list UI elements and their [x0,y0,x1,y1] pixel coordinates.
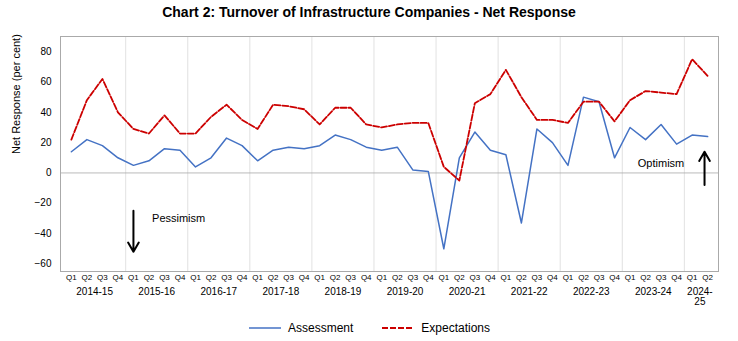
svg-text:Q2: Q2 [144,273,155,282]
svg-text:Q3: Q3 [221,273,232,282]
html-text:Chart 2: Turnover of Infrastru: Chart 2: Turnover of Infrastructure Comp… [162,4,576,20]
svg-text:Q2: Q2 [516,273,527,282]
svg-text:2017-18: 2017-18 [263,286,300,297]
svg-text:Q4: Q4 [175,273,186,282]
svg-text:Q4: Q4 [423,273,434,282]
svg-text:Q3: Q3 [470,273,481,282]
svg-text:Q3: Q3 [594,273,605,282]
svg-text:2020-21: 2020-21 [449,286,486,297]
svg-text:Q4: Q4 [671,273,682,282]
svg-text:Q4: Q4 [113,273,124,282]
svg-text:Q3: Q3 [532,273,543,282]
svg-text:2022-23: 2022-23 [573,286,610,297]
svg-text:Q2: Q2 [578,273,589,282]
svg-text:Q2: Q2 [392,273,403,282]
svg-text:Net Response (per cent): Net Response (per cent) [10,34,22,154]
svg-text:Q1: Q1 [190,273,201,282]
svg-text:2014-15: 2014-15 [76,286,113,297]
svg-text:Pessimism: Pessimism [152,212,205,224]
svg-text:Q2: Q2 [206,273,217,282]
svg-text:Q1: Q1 [66,273,77,282]
svg-text:Q4: Q4 [547,273,558,282]
svg-text:2019-20: 2019-20 [387,286,424,297]
svg-text:Q1: Q1 [128,273,139,282]
svg-text:2018-19: 2018-19 [325,286,362,297]
svg-text:2021-22: 2021-22 [511,286,548,297]
svg-text:2015-16: 2015-16 [138,286,175,297]
svg-text:Q2: Q2 [640,273,651,282]
svg-text:Q1: Q1 [376,273,387,282]
svg-text:Q1: Q1 [501,273,512,282]
svg-text:Optimism: Optimism [638,157,684,169]
svg-text:Q2: Q2 [702,273,713,282]
svg-text:Q3: Q3 [283,273,294,282]
svg-text:Q2: Q2 [82,273,93,282]
svg-text:Q3: Q3 [345,273,356,282]
svg-text:Q4: Q4 [237,273,248,282]
svg-text:−40: −40 [35,228,52,239]
svg-text:0: 0 [46,167,52,178]
svg-text:Q2: Q2 [454,273,465,282]
svg-text:Q1: Q1 [314,273,325,282]
svg-text:2023-24: 2023-24 [635,286,672,297]
svg-text:Q3: Q3 [656,273,667,282]
svg-text:Q4: Q4 [361,273,372,282]
svg-text:Q3: Q3 [407,273,418,282]
svg-text:−60: −60 [35,258,52,269]
svg-text:Q3: Q3 [97,273,108,282]
svg-text:Q1: Q1 [252,273,263,282]
svg-text:Q4: Q4 [485,273,496,282]
svg-text:2024-25: 2024-25 [687,286,713,307]
svg-text:Q2: Q2 [330,273,341,282]
svg-text:2016-17: 2016-17 [200,286,237,297]
svg-text:Q4: Q4 [299,273,310,282]
svg-text:Q3: Q3 [159,273,170,282]
svg-text:−20: −20 [35,197,52,208]
svg-text:Q1: Q1 [625,273,636,282]
svg-text:40: 40 [40,107,52,118]
svg-text:Q1: Q1 [687,273,698,282]
svg-text:Q4: Q4 [609,273,620,282]
html-text:Expectations: Expectations [421,321,490,335]
svg-text:60: 60 [40,76,52,87]
svg-text:Q1: Q1 [438,273,449,282]
svg-text:20: 20 [40,137,52,148]
svg-text:Q1: Q1 [563,273,574,282]
html-text:Assessment: Assessment [288,321,354,335]
svg-text:Q2: Q2 [268,273,279,282]
svg-text:80: 80 [40,46,52,57]
